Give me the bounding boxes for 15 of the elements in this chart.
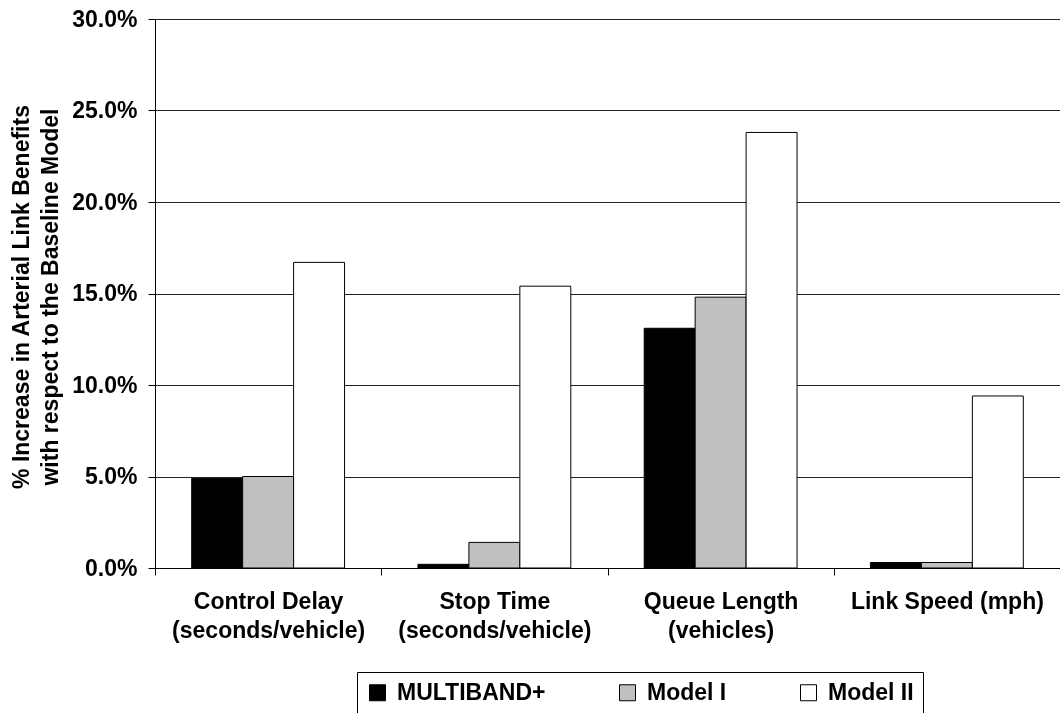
legend-label: Model I — [647, 678, 727, 705]
legend-label: Model II — [828, 678, 914, 705]
x-tick-label: Link Speed (mph) — [850, 587, 1044, 614]
x-tick-label: Control Delay (seconds/vehicle) — [172, 587, 366, 643]
y-tick-label: 20.0% — [72, 188, 138, 215]
y-tick-label: 15.0% — [72, 280, 138, 306]
x-tick-label: Queue Length (vehicles) — [643, 587, 799, 643]
legend-label: MULTIBAND+ — [397, 678, 546, 705]
y-axis-title: % Increase in Arterial Link Benefits with respect to the Baseline Model — [7, 105, 63, 489]
y-tick-label: 10.0% — [72, 371, 138, 398]
y-tick-label: 5.0% — [85, 463, 138, 489]
y-tick-label: 25.0% — [72, 97, 138, 123]
y-tick-label: 30.0% — [72, 5, 138, 32]
x-tick-label: Stop Time (seconds/vehicle) — [398, 587, 592, 643]
y-tick-label: 0.0% — [85, 554, 138, 581]
